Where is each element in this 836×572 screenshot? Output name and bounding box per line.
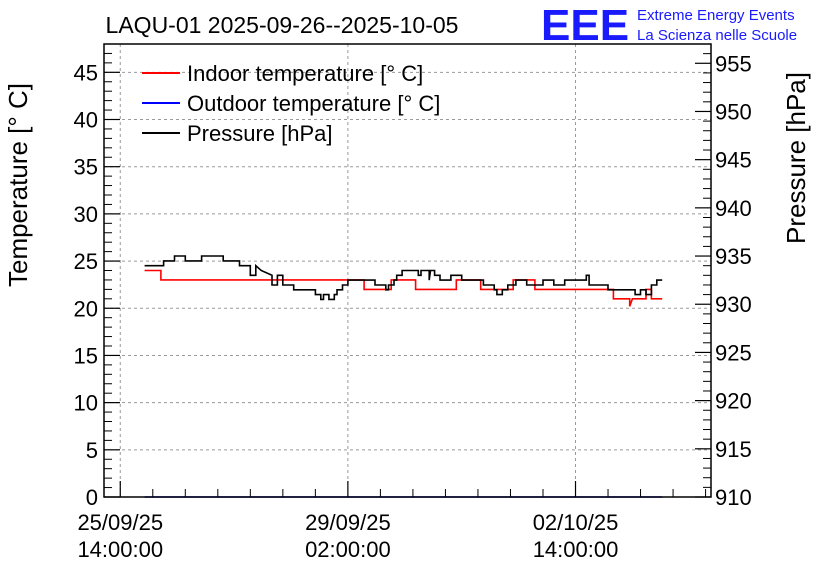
x-tick-label-time: 14:00:00	[533, 537, 619, 562]
y-tick-label: 45	[74, 60, 98, 85]
x-tick-label-time: 02:00:00	[305, 537, 391, 562]
x-tick-label-date: 25/09/25	[77, 510, 163, 535]
y2-tick-label: 945	[715, 148, 752, 173]
y2-tick-label: 950	[715, 99, 752, 124]
y2-tick-label: 930	[715, 292, 752, 317]
y-tick-label: 0	[86, 485, 98, 510]
x-tick-label-time: 14:00:00	[77, 537, 163, 562]
y2-axis-title: Pressure [hPa]	[781, 72, 811, 244]
axis-ticks: 0 5 10 15 20 25 30 35 40 45 910 915 920 925 930 935 940 9…	[74, 43, 752, 562]
y2-tick-label: 925	[715, 340, 752, 365]
y-tick-label: 30	[74, 202, 98, 227]
y-tick-label: 35	[74, 155, 98, 180]
y2-tick-label: 935	[715, 244, 752, 269]
y2-tick-label: 940	[715, 196, 752, 221]
y2-tick-label: 910	[715, 485, 752, 510]
x-tick-label-date: 29/09/25	[305, 510, 391, 535]
y-tick-label: 40	[74, 108, 98, 133]
y-tick-label: 15	[74, 343, 98, 368]
eee-logo: EEE Extreme Energy Events La Scienza nel…	[541, 1, 797, 50]
chart-title: LAQU-01 2025-09-26--2025-10-05	[106, 12, 459, 38]
logo-line-1: Extreme Energy Events	[637, 7, 795, 24]
legend: Indoor temperature [° C] Outdoor temperat…	[142, 61, 440, 146]
y2-tick-label: 955	[715, 51, 752, 76]
legend-label: Pressure [hPa]	[187, 121, 333, 146]
y-tick-label: 25	[74, 249, 98, 274]
series-pressure-hpa-line	[144, 255, 663, 301]
y-tick-label: 5	[86, 438, 98, 463]
y2-tick-label: 915	[715, 437, 752, 462]
y-tick-label: 20	[74, 296, 98, 321]
y2-tick-label: 920	[715, 389, 752, 414]
legend-label: Indoor temperature [° C]	[187, 61, 423, 86]
logo-line-2: La Scienza nelle Scuole	[637, 27, 797, 44]
x-tick-label-date: 02/10/25	[533, 510, 619, 535]
y-axis-title: Temperature [° C]	[3, 83, 33, 287]
logo-letters: EEE	[541, 1, 629, 50]
legend-label: Outdoor temperature [° C]	[187, 91, 440, 116]
y-tick-label: 10	[74, 391, 98, 416]
